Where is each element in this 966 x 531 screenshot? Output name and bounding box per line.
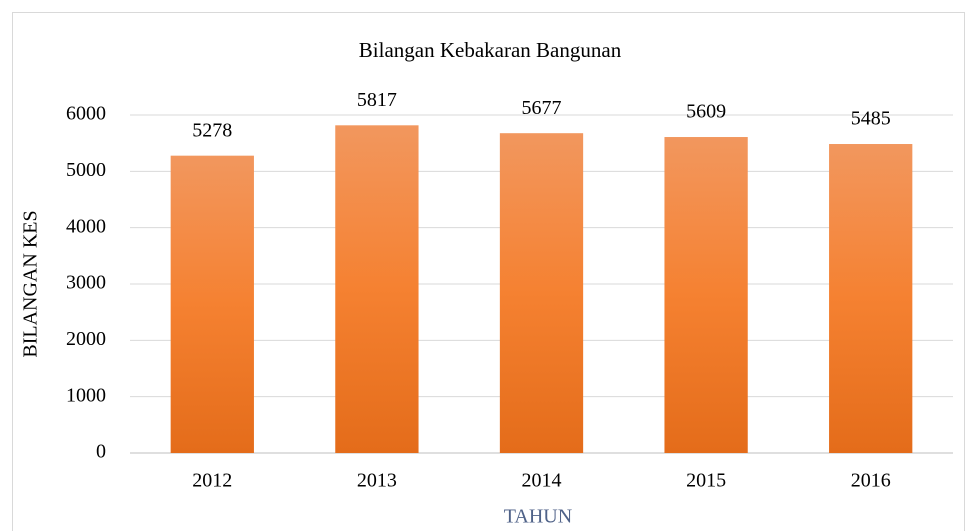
data-label: 5278 — [192, 119, 232, 141]
chart-border — [12, 12, 965, 531]
data-label: 5609 — [686, 101, 726, 123]
y-tick-label: 6000 — [66, 103, 106, 125]
y-tick-label: 5000 — [66, 159, 106, 181]
bar — [499, 133, 584, 453]
x-tick-label: 2012 — [192, 470, 232, 492]
y-tick-label: 2000 — [66, 328, 106, 350]
data-label: 5817 — [357, 89, 397, 111]
x-tick-label: 2013 — [357, 470, 397, 492]
y-tick-label: 0 — [96, 441, 106, 463]
data-label: 5485 — [851, 108, 891, 130]
x-tick-label: 2016 — [851, 470, 891, 492]
x-tick-label: 2014 — [522, 470, 562, 492]
x-axis-label: TAHUN — [504, 506, 572, 528]
y-tick-label: 3000 — [66, 272, 106, 294]
x-tick-label: 2015 — [686, 470, 726, 492]
bar — [335, 125, 419, 454]
y-tick-label: 4000 — [66, 215, 106, 237]
y-tick-label: 1000 — [66, 384, 106, 406]
chart-title: Bilangan Kebakaran Bangunan — [359, 38, 622, 62]
data-label: 5677 — [522, 97, 562, 119]
bar — [170, 155, 254, 453]
bar — [664, 137, 748, 453]
bar — [829, 144, 913, 454]
y-axis-label: BILANGAN KES — [20, 210, 42, 357]
